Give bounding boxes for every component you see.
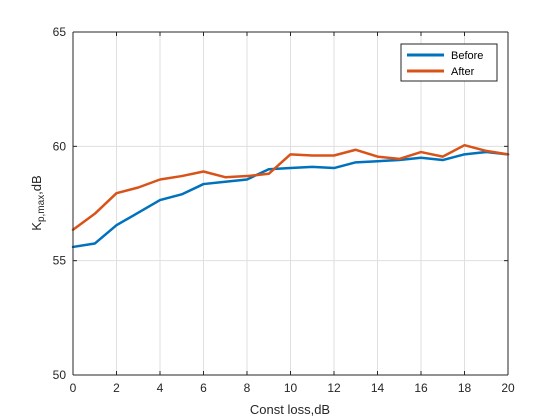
x-tick-label: 14 xyxy=(371,381,385,395)
x-tick-label: 10 xyxy=(284,381,298,395)
axes xyxy=(72,31,509,376)
y-axis-label-subscript: p,max xyxy=(36,195,47,222)
series-line-after xyxy=(71,143,510,232)
series-line-before xyxy=(71,150,510,249)
legend: Before After xyxy=(400,43,498,82)
x-tick-label: 16 xyxy=(414,381,428,395)
y-axis-label-main: K xyxy=(29,222,44,231)
y-tick-label: 65 xyxy=(53,25,67,39)
x-axis-label: Const loss,dB xyxy=(250,402,330,417)
tick-labels: 0 2 4 6 8 10 12 14 16 18 20 50 55 60 65 xyxy=(53,25,515,395)
x-tick-label: 0 xyxy=(70,381,77,395)
x-tick-label: 8 xyxy=(244,381,251,395)
series-layer xyxy=(71,143,510,249)
legend-label-before: Before xyxy=(451,50,483,62)
x-tick-label: 4 xyxy=(157,381,164,395)
x-tick-label: 2 xyxy=(113,381,120,395)
y-axis-label-suffix: ,dB xyxy=(29,175,44,195)
x-tick-label: 20 xyxy=(501,381,515,395)
legend-label-after: After xyxy=(451,66,475,78)
y-tick-label: 50 xyxy=(53,368,67,382)
legend-box xyxy=(400,43,498,82)
x-tick-label: 6 xyxy=(200,381,207,395)
y-axis-label: Kp,max,dB xyxy=(29,175,47,230)
y-tick-label: 55 xyxy=(53,254,67,268)
x-tick-label: 12 xyxy=(327,381,341,395)
y-tick-label: 60 xyxy=(53,139,67,153)
x-tick-label: 18 xyxy=(458,381,472,395)
